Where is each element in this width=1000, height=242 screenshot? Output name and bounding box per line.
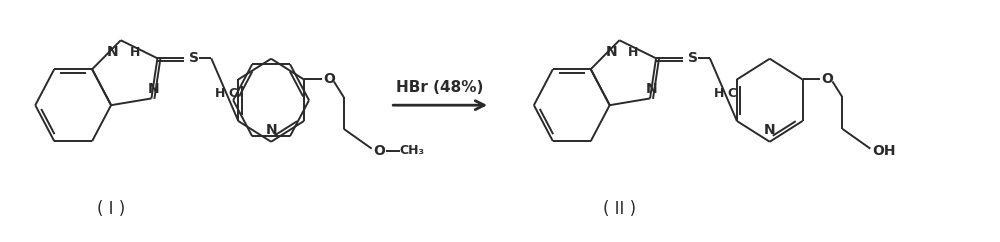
- Text: CH₃: CH₃: [399, 144, 424, 157]
- Text: N: N: [646, 82, 658, 96]
- Text: H: H: [714, 87, 724, 100]
- Text: O: O: [822, 73, 833, 86]
- Text: N: N: [606, 45, 617, 59]
- Text: C: C: [727, 87, 736, 100]
- Text: HBr (48%): HBr (48%): [396, 80, 484, 95]
- Text: H: H: [130, 45, 140, 59]
- Text: H: H: [215, 87, 226, 100]
- Text: N: N: [107, 45, 119, 59]
- Text: O: O: [373, 144, 385, 158]
- Text: H: H: [628, 45, 639, 59]
- Text: C: C: [229, 87, 238, 100]
- Text: N: N: [764, 123, 776, 137]
- Text: S: S: [688, 51, 698, 65]
- Text: ( I ): ( I ): [97, 200, 125, 218]
- Text: N: N: [148, 82, 159, 96]
- Text: S: S: [189, 51, 199, 65]
- Text: O: O: [323, 73, 335, 86]
- Text: ( II ): ( II ): [603, 200, 636, 218]
- Text: N: N: [265, 123, 277, 137]
- Text: OH: OH: [873, 144, 896, 158]
